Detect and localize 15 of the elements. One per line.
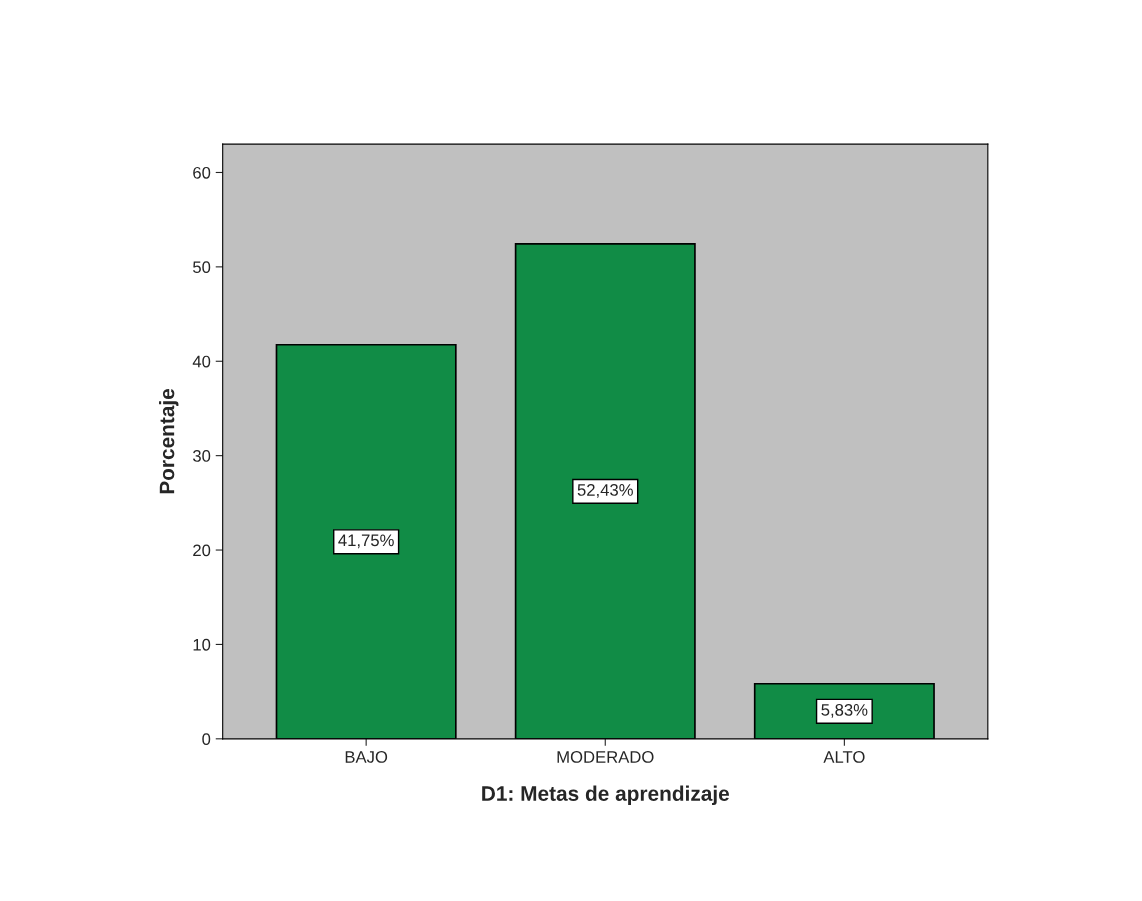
x-axis-title: D1: Metas de aprendizaje — [482, 785, 730, 806]
y-axis-title: Porcentaje — [159, 388, 179, 494]
y-tick-label: 10 — [193, 638, 211, 651]
data-label: 41,75% — [338, 534, 394, 549]
y-tick-label: 40 — [192, 355, 211, 368]
x-tick-label: MODERADO — [557, 751, 654, 763]
y-tick-label: 20 — [193, 544, 211, 557]
y-tick-label: 60 — [193, 166, 211, 179]
y-tick-label: 30 — [192, 450, 211, 462]
data-label: 5,83% — [821, 703, 868, 718]
data-label: 52,43% — [577, 484, 633, 498]
x-tick-label: ALTO — [823, 751, 865, 763]
y-tick-label: 0 — [202, 733, 211, 746]
x-tick-label: BAJO — [345, 751, 388, 763]
y-tick-label: 50 — [193, 261, 211, 274]
